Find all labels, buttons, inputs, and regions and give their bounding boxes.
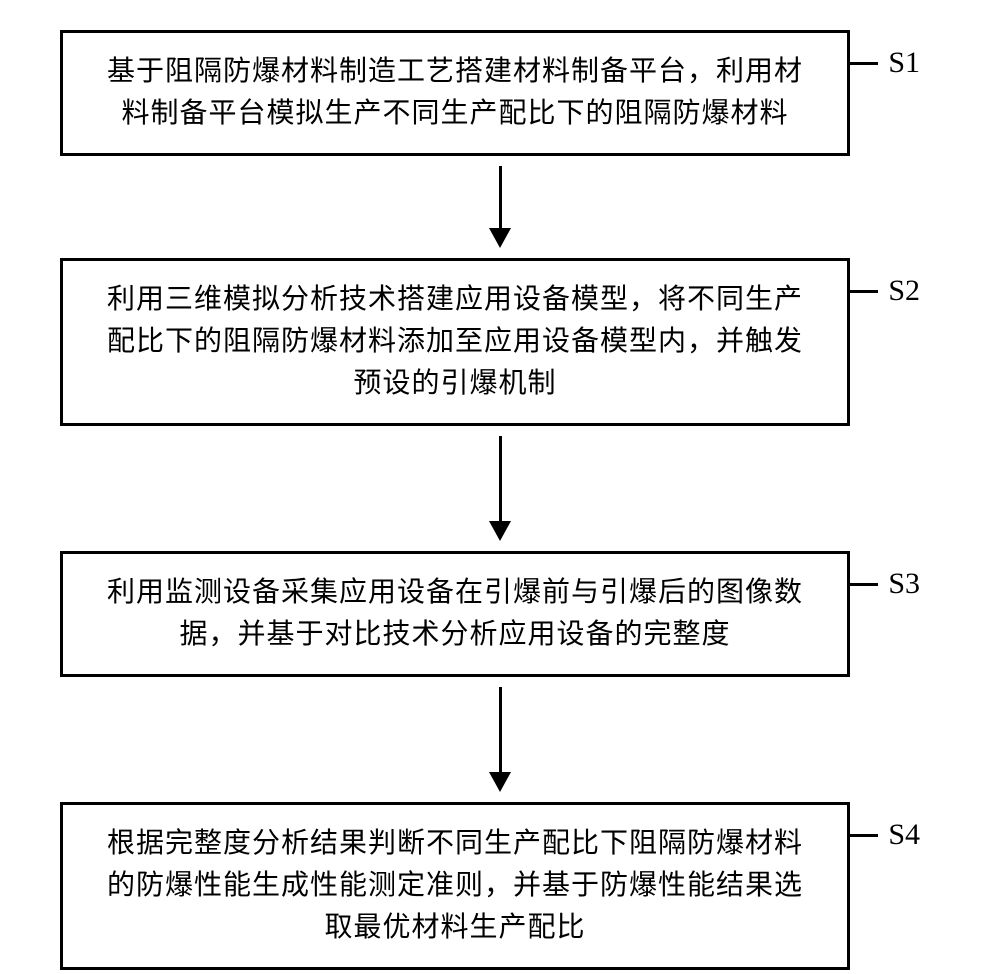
step-s2-box: 利用三维模拟分析技术搭建应用设备模型，将不同生产配比下的阻隔防爆材料添加至应用设… bbox=[60, 258, 850, 426]
arrow-s3-s4 bbox=[105, 677, 895, 802]
step-s2-text: 利用三维模拟分析技术搭建应用设备模型，将不同生产配比下的阻隔防爆材料添加至应用设… bbox=[93, 279, 817, 405]
connector-s2 bbox=[848, 290, 878, 293]
arrow-icon bbox=[489, 436, 511, 541]
step-s3-box: 利用监测设备采集应用设备在引爆前与引爆后的图像数据，并基于对比技术分析应用设备的… bbox=[60, 551, 850, 677]
arrow-line bbox=[499, 687, 502, 772]
arrow-s2-s3 bbox=[105, 426, 895, 551]
step-s4-container: 根据完整度分析结果判断不同生产配比下阻隔防爆材料的防爆性能生成性能测定准则，并基… bbox=[60, 802, 940, 970]
arrow-s1-s2 bbox=[105, 156, 895, 258]
step-s1-label: S1 bbox=[888, 46, 920, 80]
step-s2-container: 利用三维模拟分析技术搭建应用设备模型，将不同生产配比下的阻隔防爆材料添加至应用设… bbox=[60, 258, 940, 426]
step-s4-box: 根据完整度分析结果判断不同生产配比下阻隔防爆材料的防爆性能生成性能测定准则，并基… bbox=[60, 802, 850, 970]
connector-s3 bbox=[848, 583, 878, 586]
step-s4-label: S4 bbox=[888, 818, 920, 852]
connector-s1 bbox=[848, 62, 878, 65]
arrow-head-icon bbox=[489, 521, 511, 541]
step-s1-container: 基于阻隔防爆材料制造工艺搭建材料制备平台，利用材料制备平台模拟生产不同生产配比下… bbox=[60, 30, 940, 156]
step-s4-text: 根据完整度分析结果判断不同生产配比下阻隔防爆材料的防爆性能生成性能测定准则，并基… bbox=[93, 823, 817, 949]
arrow-line bbox=[499, 436, 502, 521]
step-s1-box: 基于阻隔防爆材料制造工艺搭建材料制备平台，利用材料制备平台模拟生产不同生产配比下… bbox=[60, 30, 850, 156]
step-s1-text: 基于阻隔防爆材料制造工艺搭建材料制备平台，利用材料制备平台模拟生产不同生产配比下… bbox=[93, 51, 817, 135]
arrow-head-icon bbox=[489, 228, 511, 248]
flowchart-container: 基于阻隔防爆材料制造工艺搭建材料制备平台，利用材料制备平台模拟生产不同生产配比下… bbox=[60, 30, 940, 970]
step-s3-text: 利用监测设备采集应用设备在引爆前与引爆后的图像数据，并基于对比技术分析应用设备的… bbox=[93, 572, 817, 656]
step-s2-label: S2 bbox=[888, 274, 920, 308]
step-s3-container: 利用监测设备采集应用设备在引爆前与引爆后的图像数据，并基于对比技术分析应用设备的… bbox=[60, 551, 940, 677]
step-s3-label: S3 bbox=[888, 567, 920, 601]
connector-s4 bbox=[848, 834, 878, 837]
arrow-icon bbox=[489, 687, 511, 792]
arrow-head-icon bbox=[489, 772, 511, 792]
arrow-icon bbox=[489, 166, 511, 248]
arrow-line bbox=[499, 166, 502, 228]
